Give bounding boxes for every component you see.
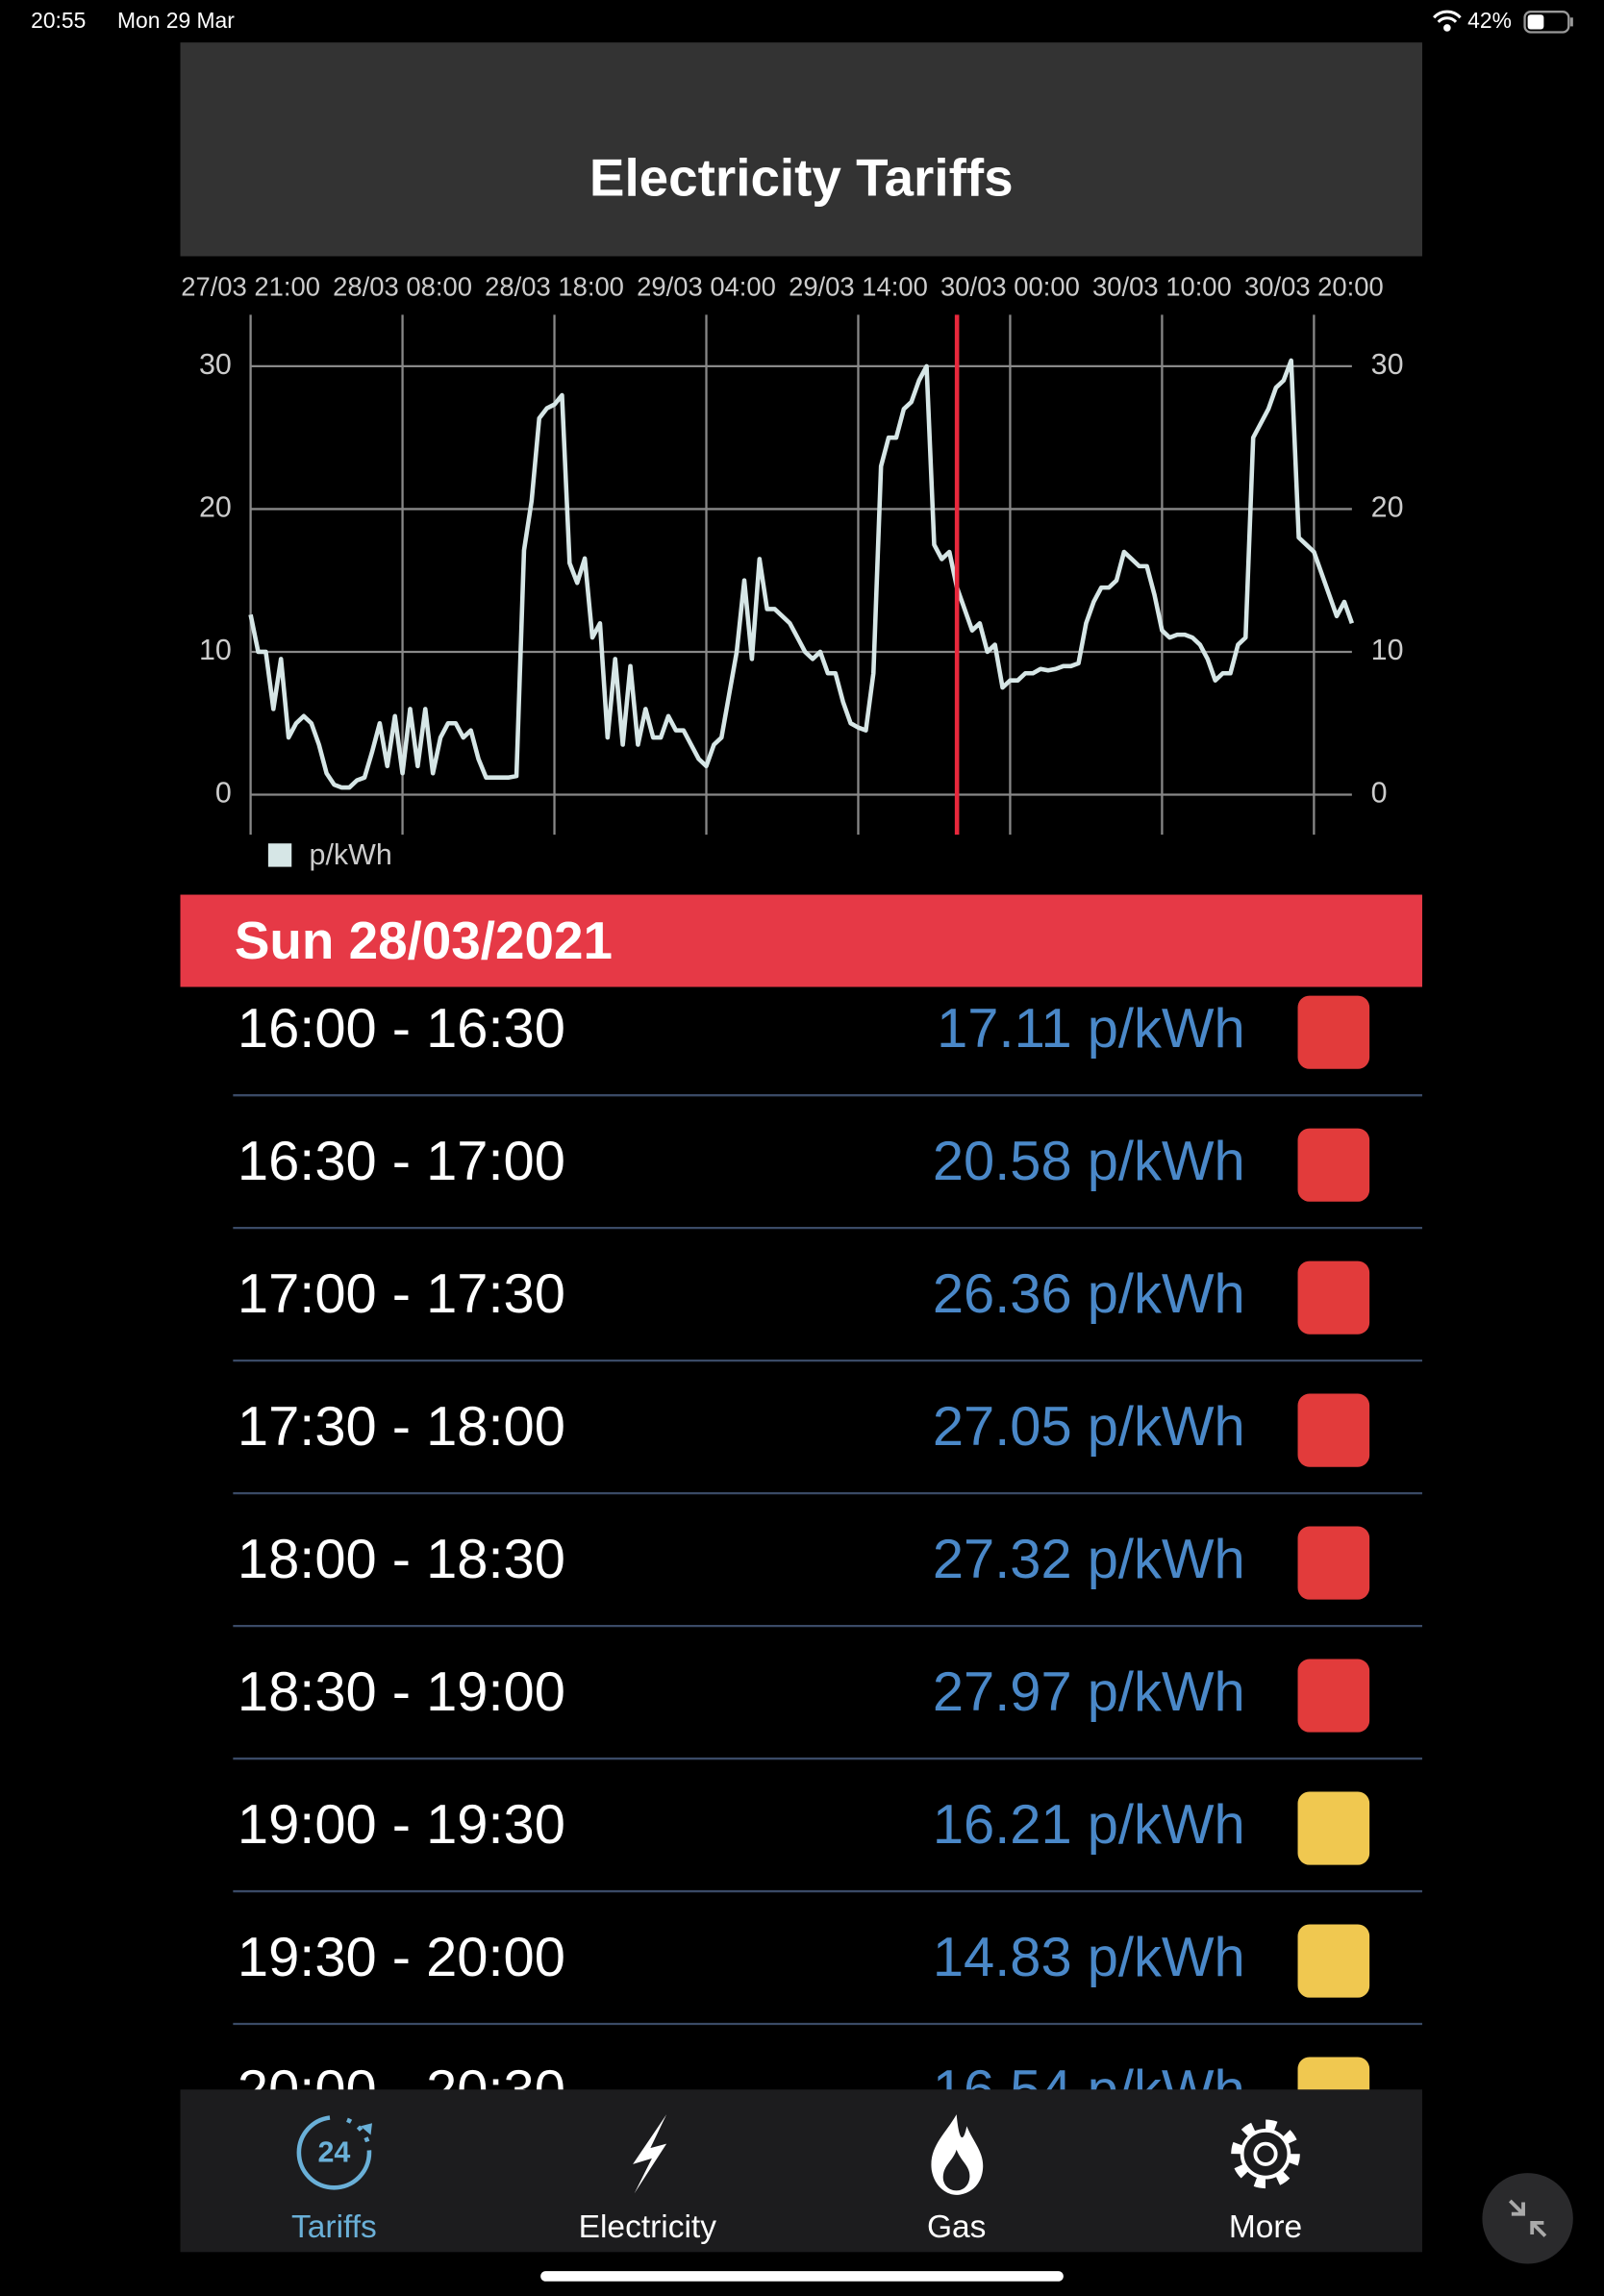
header-title: Electricity Tariffs (589, 147, 1014, 207)
minimize-button[interactable] (1482, 2173, 1573, 2264)
chart: 27/03 21:00 28/03 08:00 28/03 18:00 29/03 0… (181, 271, 1403, 871)
row-indicator (1297, 1924, 1370, 1998)
row-price: 20.58 p/kWh (933, 1131, 1245, 1192)
row-indicator (1297, 1659, 1370, 1733)
status-time: 20:55 (31, 8, 86, 33)
row-time: 16:30 - 17:00 (238, 1131, 565, 1192)
y2-tick-label: 30 (1371, 348, 1404, 381)
row-price: 26.36 p/kWh (933, 1263, 1245, 1325)
row-indicator (1297, 1128, 1370, 1202)
row-price: 14.83 p/kWh (933, 1927, 1245, 1988)
tabs: Tariffs Electricity Gas More (291, 2209, 1302, 2245)
status-date: Mon 29 Mar (117, 8, 235, 33)
legend-swatch (267, 843, 292, 867)
row-time: 18:30 - 19:00 (238, 1661, 565, 1723)
wifi-icon (1433, 10, 1462, 32)
tariff-list: 16:00 - 16:30 17.11 p/kWh 16:30 - 17:00 20.… (233, 995, 1422, 2159)
battery-icon (1523, 11, 1573, 34)
legend-label: p/kWh (310, 838, 392, 871)
x-tick-label: 28/03 18:00 (485, 271, 624, 301)
tariffs-icon-text: 24 (317, 2135, 350, 2168)
y2-tick-label: 20 (1371, 490, 1404, 523)
row-indicator (1297, 1526, 1370, 1600)
x-tick-label: 30/03 10:00 (1092, 271, 1232, 301)
tab-label[interactable]: Tariffs (291, 2209, 377, 2245)
row-time: 16:00 - 16:30 (238, 998, 565, 1060)
header-bar (180, 42, 1422, 257)
line-series (248, 358, 1355, 790)
x-tick-label: 29/03 04:00 (637, 271, 776, 301)
row-price: 16.21 p/kWh (933, 1794, 1245, 1856)
y-tick-label: 10 (199, 634, 232, 666)
x-tick-label: 28/03 08:00 (333, 271, 472, 301)
x-tick-label: 27/03 21:00 (181, 271, 320, 301)
battery-level: 42% (1467, 8, 1512, 33)
row-time: 19:30 - 20:00 (238, 1927, 565, 1988)
row-price: 27.32 p/kWh (933, 1529, 1245, 1590)
more-icon[interactable] (1231, 2119, 1300, 2189)
tab-label[interactable]: Electricity (579, 2209, 717, 2245)
home-indicator (540, 2271, 1064, 2282)
y-tick-label: 30 (199, 348, 232, 381)
tab-label[interactable]: More (1229, 2209, 1302, 2245)
y-tick-label: 20 (199, 490, 232, 523)
section-header (180, 894, 1422, 987)
row-time: 17:00 - 17:30 (238, 1263, 565, 1325)
row-time: 18:00 - 18:30 (238, 1529, 565, 1590)
tab-bar (180, 2089, 1422, 2253)
gas-icon[interactable] (931, 2114, 984, 2195)
section-title: Sun 28/03/2021 (235, 911, 613, 970)
x-tick-label: 30/03 00:00 (940, 271, 1080, 301)
y2-tick-label: 10 (1371, 634, 1404, 666)
row-indicator (1297, 1791, 1370, 1865)
row-price: 17.11 p/kWh (937, 998, 1245, 1060)
row-indicator (1297, 1260, 1370, 1335)
y-tick-label: 0 (215, 777, 232, 810)
row-time: 19:00 - 19:30 (238, 1794, 565, 1856)
electricity-icon[interactable] (633, 2114, 667, 2194)
x-tick-label: 29/03 14:00 (789, 271, 928, 301)
row-price: 27.05 p/kWh (933, 1396, 1245, 1458)
tab-label[interactable]: Gas (927, 2209, 986, 2245)
row-indicator (1297, 1393, 1370, 1467)
row-time: 17:30 - 18:00 (238, 1396, 565, 1458)
row-price: 27.97 p/kWh (933, 1661, 1245, 1723)
tariffs-icon[interactable]: 24 (296, 2114, 373, 2190)
x-tick-label: 30/03 20:00 (1244, 271, 1384, 301)
row-indicator (1297, 995, 1370, 1069)
y2-tick-label: 0 (1371, 777, 1388, 810)
